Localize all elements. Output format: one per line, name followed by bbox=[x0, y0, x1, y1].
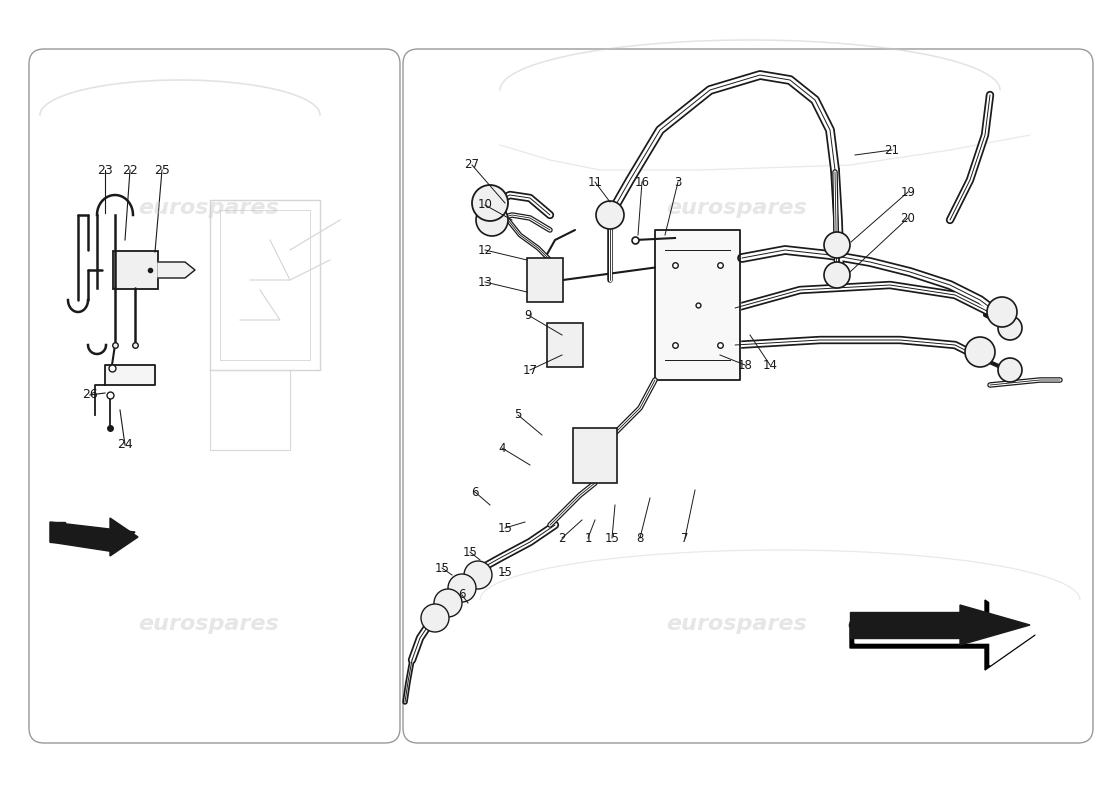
Polygon shape bbox=[850, 600, 1035, 670]
Text: 13: 13 bbox=[477, 275, 493, 289]
Circle shape bbox=[464, 561, 492, 589]
FancyBboxPatch shape bbox=[403, 49, 1093, 743]
Polygon shape bbox=[50, 522, 135, 552]
Text: 3: 3 bbox=[674, 175, 682, 189]
Text: 4: 4 bbox=[498, 442, 506, 454]
Text: 2: 2 bbox=[558, 531, 565, 545]
Circle shape bbox=[434, 589, 462, 617]
Bar bbox=[573, 428, 617, 483]
Text: 11: 11 bbox=[587, 175, 603, 189]
Circle shape bbox=[472, 185, 508, 221]
Circle shape bbox=[421, 604, 449, 632]
Text: 18: 18 bbox=[738, 358, 752, 371]
Polygon shape bbox=[104, 365, 155, 385]
Polygon shape bbox=[850, 612, 960, 638]
Text: 15: 15 bbox=[497, 566, 513, 578]
Circle shape bbox=[476, 204, 508, 236]
Text: eurospares: eurospares bbox=[139, 614, 279, 634]
Text: 22: 22 bbox=[122, 163, 138, 177]
Circle shape bbox=[998, 358, 1022, 382]
Text: 7: 7 bbox=[681, 531, 689, 545]
Text: 17: 17 bbox=[522, 363, 538, 377]
Text: eurospares: eurospares bbox=[139, 198, 279, 218]
Circle shape bbox=[824, 262, 850, 288]
Polygon shape bbox=[110, 518, 138, 556]
Circle shape bbox=[596, 201, 624, 229]
Text: eurospares: eurospares bbox=[667, 614, 807, 634]
Text: 15: 15 bbox=[463, 546, 477, 558]
FancyBboxPatch shape bbox=[29, 49, 400, 743]
Text: eurospares: eurospares bbox=[667, 614, 807, 634]
Polygon shape bbox=[50, 522, 65, 542]
Text: 12: 12 bbox=[477, 243, 493, 257]
Text: 21: 21 bbox=[884, 143, 900, 157]
Polygon shape bbox=[855, 595, 1040, 665]
Text: 23: 23 bbox=[97, 163, 113, 177]
Polygon shape bbox=[654, 230, 740, 380]
Text: 5: 5 bbox=[515, 409, 521, 422]
Text: 15: 15 bbox=[497, 522, 513, 534]
Circle shape bbox=[998, 316, 1022, 340]
Text: 10: 10 bbox=[477, 198, 493, 211]
Text: 19: 19 bbox=[901, 186, 915, 198]
Text: eurospares: eurospares bbox=[139, 614, 279, 634]
Circle shape bbox=[448, 574, 476, 602]
Text: 27: 27 bbox=[464, 158, 480, 171]
Text: 8: 8 bbox=[636, 531, 644, 545]
Circle shape bbox=[965, 337, 996, 367]
Polygon shape bbox=[158, 262, 195, 278]
Text: 26: 26 bbox=[82, 389, 98, 402]
Text: eurospares: eurospares bbox=[139, 198, 279, 218]
Circle shape bbox=[824, 232, 850, 258]
Text: 16: 16 bbox=[635, 175, 649, 189]
Text: 6: 6 bbox=[471, 486, 478, 498]
Text: 25: 25 bbox=[154, 163, 169, 177]
Text: 14: 14 bbox=[762, 358, 778, 371]
Text: 9: 9 bbox=[525, 309, 531, 322]
Bar bbox=[527, 258, 563, 302]
Circle shape bbox=[987, 297, 1018, 327]
Polygon shape bbox=[960, 605, 1030, 645]
Text: 24: 24 bbox=[117, 438, 133, 451]
Text: 15: 15 bbox=[605, 531, 619, 545]
Text: 6: 6 bbox=[459, 589, 465, 602]
Text: eurospares: eurospares bbox=[667, 198, 807, 218]
Text: eurospares: eurospares bbox=[667, 198, 807, 218]
Text: 15: 15 bbox=[434, 562, 450, 574]
Bar bbox=[112, 251, 157, 289]
Text: 1: 1 bbox=[584, 531, 592, 545]
Bar bbox=[547, 323, 583, 367]
Text: 20: 20 bbox=[901, 211, 915, 225]
